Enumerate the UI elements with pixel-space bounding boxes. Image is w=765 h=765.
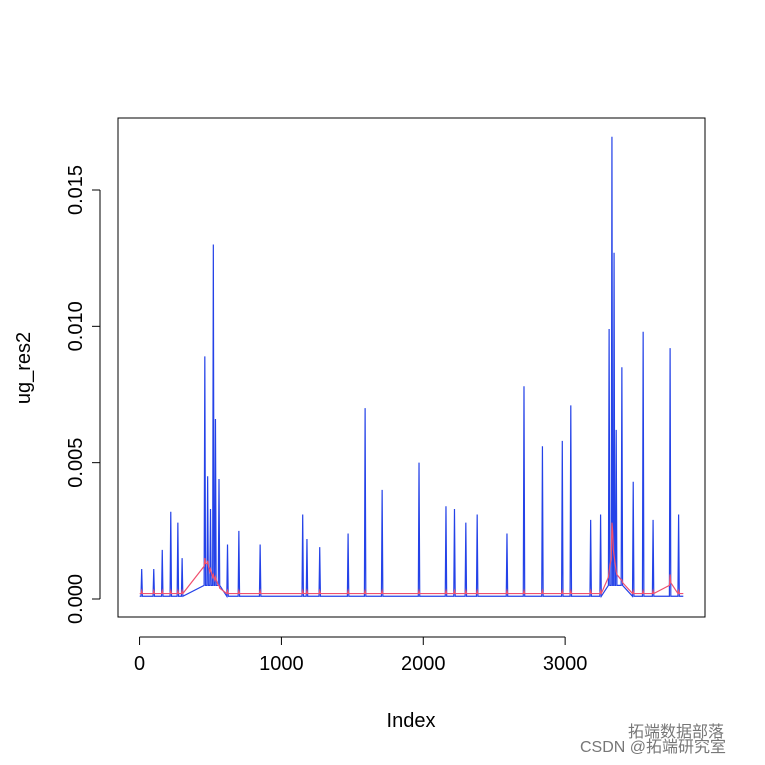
- y-tick-label: 0.015: [65, 165, 87, 215]
- x-tick-label: 1000: [259, 653, 304, 675]
- x-tick-label: 0: [134, 653, 145, 675]
- x-tick-label: 3000: [543, 653, 588, 675]
- watermark: CSDN @拓端研究室: [580, 738, 726, 756]
- y-tick-label: 0.005: [65, 438, 87, 488]
- y-tick-label: 0.010: [65, 301, 87, 351]
- x-tick-label: 2000: [401, 653, 446, 675]
- series-line: [139, 522, 684, 596]
- y-axis-label: ug_res2: [13, 332, 35, 404]
- y-tick-label: 0.000: [65, 574, 87, 624]
- watermark: 拓端数据部落: [628, 723, 724, 741]
- x-axis-label: Index: [387, 710, 436, 732]
- series-line: [139, 136, 684, 599]
- plot-box: [117, 117, 706, 618]
